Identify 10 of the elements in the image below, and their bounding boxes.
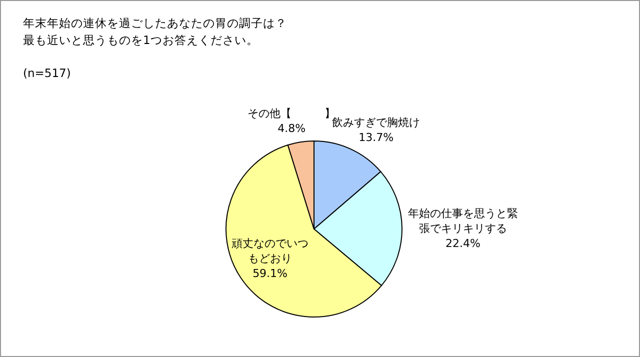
- data-label: 13.7%: [358, 130, 394, 144]
- chart-title: 年末年始の連休を過ごしたあなたの胃の調子は？: [23, 15, 287, 31]
- data-label: 59.1%: [252, 266, 288, 280]
- data-label: 22.4%: [446, 236, 480, 250]
- text: (n=517): [23, 65, 71, 81]
- chart-subtitle: 最も近いと思うものを1つお答えください。: [23, 32, 258, 48]
- slice-label: 頑丈なのでいつもどおり: [232, 236, 309, 265]
- data-label: 4.8%: [278, 122, 306, 136]
- slice-label: 年始の仕事を思うと緊張でキリキリする: [408, 206, 518, 235]
- slice-label: 飲みすぎで胸焼け: [332, 116, 420, 129]
